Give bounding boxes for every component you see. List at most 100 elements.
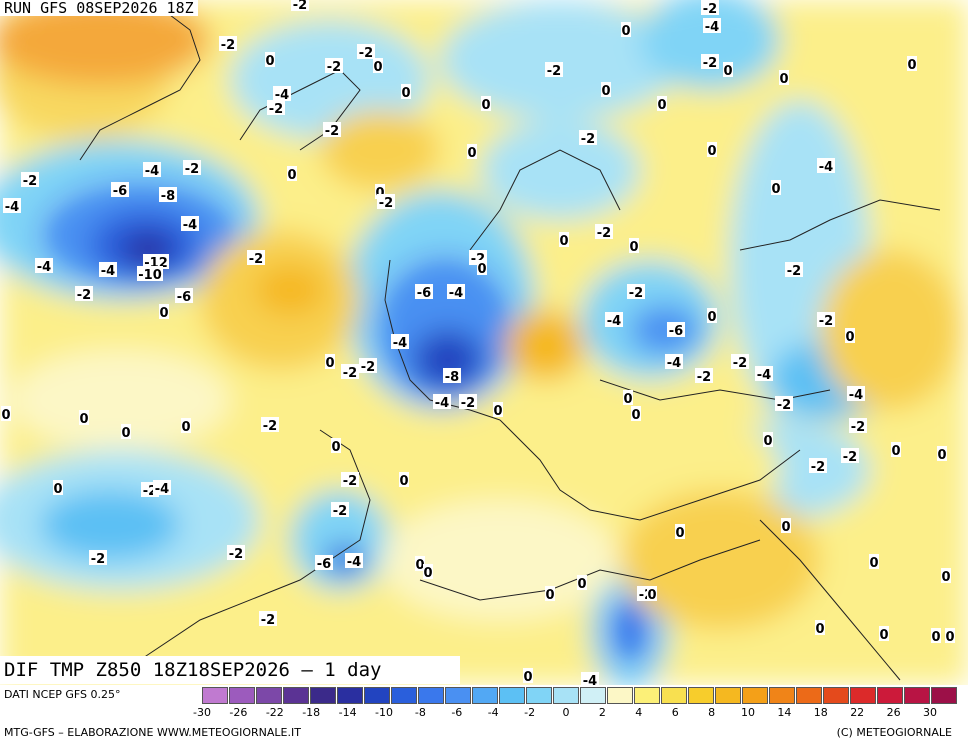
value-label-text: -2 bbox=[91, 552, 105, 567]
value-label-text: 0 bbox=[657, 98, 666, 113]
value-label-text: 0 bbox=[707, 310, 716, 325]
value-label-bg bbox=[809, 458, 827, 473]
value-label: 0 bbox=[781, 518, 791, 535]
value-label-text: 0 bbox=[941, 570, 950, 585]
value-label: -4 bbox=[447, 284, 465, 301]
value-label: -2 bbox=[731, 354, 749, 371]
value-label: 0 bbox=[121, 424, 131, 441]
value-label-bg bbox=[121, 424, 131, 439]
value-label-bg bbox=[785, 262, 803, 277]
value-label-bg bbox=[111, 182, 129, 197]
value-label: -4 bbox=[273, 86, 291, 103]
value-label-bg bbox=[443, 368, 461, 383]
value-label-bg bbox=[159, 304, 169, 319]
value-label: 0 bbox=[601, 82, 611, 99]
value-label: -4 bbox=[433, 394, 451, 411]
field-shading bbox=[0, 0, 968, 685]
legend-tick: 30 bbox=[923, 706, 937, 719]
legend-swatch bbox=[661, 687, 687, 704]
value-label-text: -10 bbox=[138, 268, 162, 283]
value-label-text: -6 bbox=[317, 557, 331, 572]
value-label-text: -4 bbox=[607, 314, 621, 329]
value-label-text: -2 bbox=[221, 38, 235, 53]
value-label-text: -2 bbox=[325, 124, 339, 139]
value-label-text: -2 bbox=[23, 174, 37, 189]
value-label: -2 bbox=[89, 550, 107, 567]
value-label-text: 0 bbox=[559, 234, 568, 249]
value-label-bg bbox=[89, 550, 107, 565]
legend-swatch bbox=[823, 687, 849, 704]
value-label-bg bbox=[415, 556, 425, 571]
legend-tick: -22 bbox=[265, 706, 284, 719]
value-label-bg bbox=[53, 480, 63, 495]
legend-tick: -4 bbox=[487, 706, 499, 719]
legend-tick: 0 bbox=[562, 706, 570, 719]
value-label-text: 0 bbox=[79, 412, 88, 427]
value-label-text: -4 bbox=[667, 356, 681, 371]
value-label: 0 bbox=[493, 402, 503, 419]
value-label-bg bbox=[423, 564, 433, 579]
value-label-text: -2 bbox=[327, 60, 341, 75]
value-label: 0 bbox=[845, 328, 855, 345]
value-label: 0 bbox=[623, 390, 633, 407]
value-label-text: 0 bbox=[375, 186, 384, 201]
value-label: 0 bbox=[325, 354, 335, 371]
value-label-text: 0 bbox=[423, 566, 432, 581]
value-label-bg bbox=[845, 328, 855, 343]
legend-swatch bbox=[607, 687, 633, 704]
value-label: 0 bbox=[869, 554, 879, 571]
value-label-text: -2 bbox=[293, 0, 307, 13]
value-label-bg bbox=[35, 258, 53, 273]
legend-swatch bbox=[877, 687, 903, 704]
value-label-bg bbox=[595, 224, 613, 239]
legend-swatch bbox=[283, 687, 309, 704]
value-label-bg bbox=[261, 417, 279, 432]
value-label-text: 0 bbox=[623, 392, 632, 407]
value-label-text: -2 bbox=[361, 360, 375, 375]
value-label-bg bbox=[79, 410, 89, 425]
value-label-text: 0 bbox=[331, 440, 340, 455]
value-label-text: 0 bbox=[931, 630, 940, 645]
value-label-text: -2 bbox=[461, 396, 475, 411]
value-label-text: -2 bbox=[261, 613, 275, 628]
value-label-bg bbox=[433, 394, 451, 409]
value-label: -4 bbox=[703, 18, 721, 35]
value-label-bg bbox=[523, 668, 533, 683]
value-label: -2 bbox=[341, 364, 359, 381]
value-label-text: -6 bbox=[113, 184, 127, 199]
value-label-bg bbox=[665, 354, 683, 369]
value-label-bg bbox=[143, 254, 169, 269]
value-label-text: -2 bbox=[263, 419, 277, 434]
value-label: -2 bbox=[775, 396, 793, 413]
value-label: 0 bbox=[931, 628, 941, 645]
value-label-text: 0 bbox=[265, 54, 274, 69]
value-label: 0 bbox=[657, 96, 667, 113]
value-label: 0 bbox=[373, 58, 383, 75]
value-label-bg bbox=[869, 554, 879, 569]
value-label-text: -4 bbox=[5, 200, 19, 215]
value-label-text: -8 bbox=[445, 370, 459, 385]
legend-tick: 18 bbox=[813, 706, 828, 719]
value-label: 0 bbox=[53, 480, 63, 497]
legend-swatch bbox=[715, 687, 741, 704]
legend-swatch bbox=[526, 687, 552, 704]
value-label-bg bbox=[399, 472, 409, 487]
value-label-text: 0 bbox=[779, 72, 788, 87]
value-label-text: -2 bbox=[581, 132, 595, 147]
value-label-bg bbox=[577, 575, 587, 590]
value-label-bg bbox=[631, 406, 641, 421]
legend-swatch bbox=[499, 687, 525, 704]
value-label-text: -2 bbox=[249, 252, 263, 267]
value-label: 0 bbox=[763, 432, 773, 449]
value-label-text: -2 bbox=[697, 370, 711, 385]
value-label-text: -2 bbox=[811, 460, 825, 475]
value-label-bg bbox=[559, 232, 569, 247]
legend-tick: 6 bbox=[671, 706, 679, 719]
value-label-text: 0 bbox=[373, 60, 382, 75]
value-label: -4 bbox=[3, 198, 21, 215]
value-label: 0 bbox=[559, 232, 569, 249]
value-label-text: -4 bbox=[819, 160, 833, 175]
value-label-text: 0 bbox=[415, 558, 424, 573]
value-label: -4 bbox=[581, 672, 599, 685]
value-label-text: -2 bbox=[843, 450, 857, 465]
